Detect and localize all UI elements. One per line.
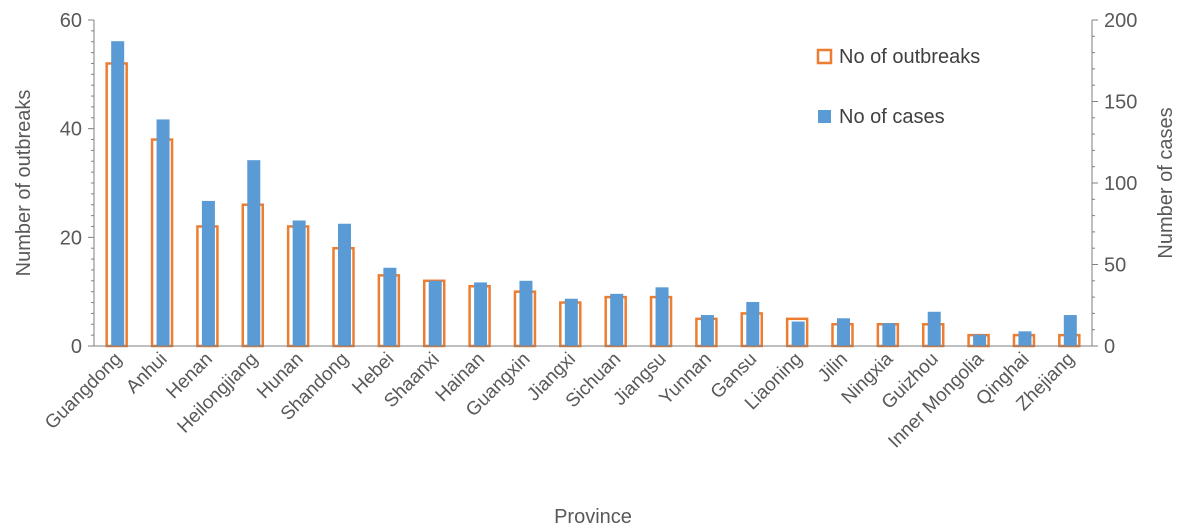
case-bar: [564, 298, 578, 346]
left-tick-label: 0: [71, 336, 82, 358]
case-bar: [474, 282, 488, 346]
case-bar: [610, 293, 624, 346]
case-bar: [837, 318, 850, 346]
legend-cases-label: No of cases: [839, 106, 945, 128]
case-bar: [791, 321, 805, 346]
case-bar: [655, 287, 669, 346]
case-bar: [1018, 331, 1032, 346]
case-bar: [383, 267, 397, 346]
right-tick-label: 100: [1104, 173, 1137, 195]
left-tick-label: 20: [60, 227, 82, 249]
case-bar: [973, 334, 987, 346]
case-bar: [338, 223, 351, 346]
case-bar: [156, 119, 170, 347]
legend-outbreaks-label: No of outbreaks: [839, 46, 980, 68]
case-bar: [927, 311, 941, 346]
right-axis: 0 50 100 150 200: [1092, 10, 1137, 358]
case-bar: [292, 220, 306, 346]
legend-outbreaks-swatch: [816, 48, 833, 65]
right-tick-label: 0: [1104, 336, 1115, 358]
case-bar: [201, 200, 215, 346]
x-axis-title: Province: [554, 506, 632, 528]
right-tick-label: 50: [1104, 255, 1126, 277]
case-bar: [247, 160, 261, 346]
left-tick-label: 60: [60, 10, 82, 32]
case-bar: [428, 280, 442, 346]
right-tick-label: 150: [1104, 92, 1137, 114]
category-labels: GuangdongAnhuiHenanHeilongjiangHunanShan…: [41, 348, 1079, 452]
category-label: Jilin: [814, 349, 852, 387]
left-axis: 0 20 40 60: [60, 10, 94, 358]
right-axis-title: Number of cases: [1155, 107, 1177, 258]
case-bar: [519, 280, 533, 346]
left-tick-label: 40: [60, 119, 82, 141]
left-axis-title: Number of outbreaks: [13, 90, 35, 277]
legend-cases-swatch: [818, 110, 831, 123]
case-bar: [882, 323, 896, 346]
case-bar: [1063, 315, 1077, 346]
right-tick-label: 200: [1104, 10, 1137, 32]
legend: No of outbreaks No of cases: [816, 46, 980, 128]
category-label: Guangdong: [41, 349, 126, 434]
bar-series-group: [105, 41, 1081, 348]
case-bar: [746, 301, 760, 346]
case-bar: [700, 315, 714, 346]
case-bar: [111, 41, 125, 346]
